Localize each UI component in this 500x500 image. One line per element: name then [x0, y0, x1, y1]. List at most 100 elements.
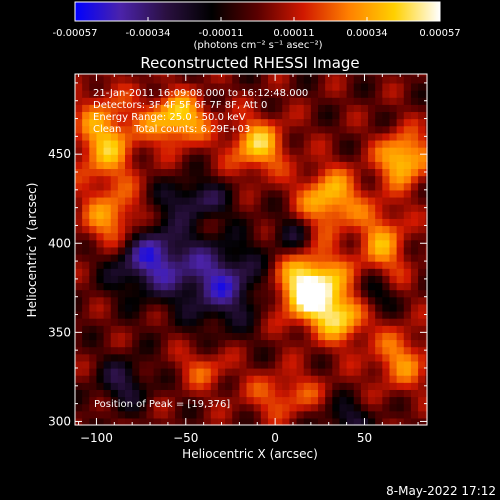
heatmap-cell: [75, 139, 83, 148]
heatmap-cell: [375, 161, 383, 170]
heatmap-cell: [125, 417, 133, 426]
heatmap-cell: [110, 410, 119, 419]
heatmap-cell: [339, 310, 348, 319]
heatmap-cell: [368, 118, 376, 127]
heatmap-cell: [189, 218, 198, 227]
heatmap-cell: [239, 296, 248, 305]
heatmap-cell: [132, 360, 140, 369]
heatmap-cell: [410, 325, 419, 333]
heatmap-cell: [232, 353, 240, 362]
heatmap-cell: [139, 310, 148, 319]
heatmap-cell: [146, 275, 155, 284]
heatmap-cell: [160, 204, 169, 212]
heatmap-cell: [217, 261, 226, 269]
heatmap-cell: [225, 218, 233, 227]
heatmap-cell: [175, 189, 183, 198]
heatmap-cell: [110, 189, 119, 198]
heatmap-cell: [117, 332, 126, 341]
heatmap-cell: [132, 161, 140, 170]
heatmap-cell: [289, 161, 298, 170]
heatmap-cell: [325, 132, 333, 141]
heatmap-cell: [75, 325, 83, 333]
heatmap-cell: [368, 417, 376, 426]
heatmap-cell: [125, 360, 133, 369]
heatmap-cell: [318, 168, 326, 177]
heatmap-cell: [225, 90, 233, 98]
heatmap-cell: [325, 360, 333, 369]
heatmap-cell: [103, 382, 112, 390]
heatmap-cell: [225, 303, 233, 312]
heatmap-cell: [296, 246, 305, 255]
heatmap-cell: [139, 90, 148, 98]
heatmap-cell: [239, 104, 248, 113]
heatmap-cell: [139, 175, 148, 184]
heatmap-cell: [103, 403, 112, 412]
heatmap-cell: [289, 339, 298, 348]
heatmap-cell: [146, 282, 155, 291]
heatmap-cell: [82, 168, 90, 177]
heatmap-cell: [368, 310, 376, 319]
heatmap-cell: [267, 225, 276, 234]
heatmap-cell: [175, 211, 183, 219]
heatmap-cell: [410, 74, 419, 77]
heatmap-cell: [89, 339, 98, 348]
heatmap-cell: [132, 346, 140, 355]
heatmap-cell: [217, 154, 226, 162]
heatmap-cell: [389, 353, 398, 362]
heatmap-cell: [325, 375, 333, 383]
heatmap-cell: [360, 261, 369, 269]
heatmap-cell: [139, 389, 148, 398]
heatmap-cell: [267, 403, 276, 412]
heatmap-cell: [160, 97, 169, 105]
heatmap-cell: [146, 225, 155, 234]
heatmap-cell: [125, 375, 133, 383]
heatmap-cell: [339, 75, 348, 84]
heatmap-cell: [318, 339, 326, 348]
heatmap-cell: [353, 282, 362, 291]
heatmap-cell: [217, 204, 226, 212]
heatmap-cell: [125, 74, 133, 77]
heatmap-cell: [275, 189, 283, 198]
heatmap-cell: [96, 382, 105, 390]
heatmap-cell: [260, 132, 269, 141]
heatmap-cell: [360, 182, 369, 191]
heatmap-cell: [196, 310, 205, 319]
heatmap-cell: [382, 289, 391, 298]
heatmap-cell: [418, 139, 426, 148]
heatmap-cell: [303, 282, 312, 291]
heatmap-cell: [418, 246, 426, 255]
heatmap-cell: [282, 353, 291, 362]
heatmap-cell: [153, 97, 162, 105]
heatmap-cell: [275, 310, 283, 319]
heatmap-cell: [267, 132, 276, 141]
heatmap-cell: [303, 196, 312, 205]
heatmap-cell: [232, 75, 240, 84]
heatmap-cell: [75, 310, 83, 319]
heatmap-cell: [418, 97, 426, 105]
heatmap-cell: [332, 275, 341, 284]
heatmap-cell: [167, 268, 176, 276]
heatmap-cell: [353, 382, 362, 390]
heatmap-cell: [410, 346, 419, 355]
heatmap-cell: [232, 182, 240, 191]
heatmap-cell: [210, 282, 219, 291]
heatmap-cell: [125, 253, 133, 262]
heatmap-cell: [210, 211, 219, 219]
heatmap-cell: [325, 147, 333, 155]
heatmap-cell: [182, 261, 190, 269]
heatmap-cell: [403, 189, 412, 198]
heatmap-cell: [217, 104, 226, 113]
heatmap-cell: [189, 90, 198, 98]
heatmap-cell: [410, 175, 419, 184]
heatmap-cell: [167, 97, 176, 105]
heatmap-cell: [210, 389, 219, 398]
heatmap-cell: [375, 417, 383, 426]
heatmap-cell: [346, 410, 355, 419]
heatmap-cell: [196, 410, 205, 419]
heatmap-cell: [182, 232, 190, 241]
heatmap-cell: [410, 232, 419, 241]
y-tick-label: 400: [48, 236, 71, 250]
heatmap-cell: [325, 303, 333, 312]
heatmap-cell: [82, 132, 90, 141]
heatmap-cell: [232, 275, 240, 284]
